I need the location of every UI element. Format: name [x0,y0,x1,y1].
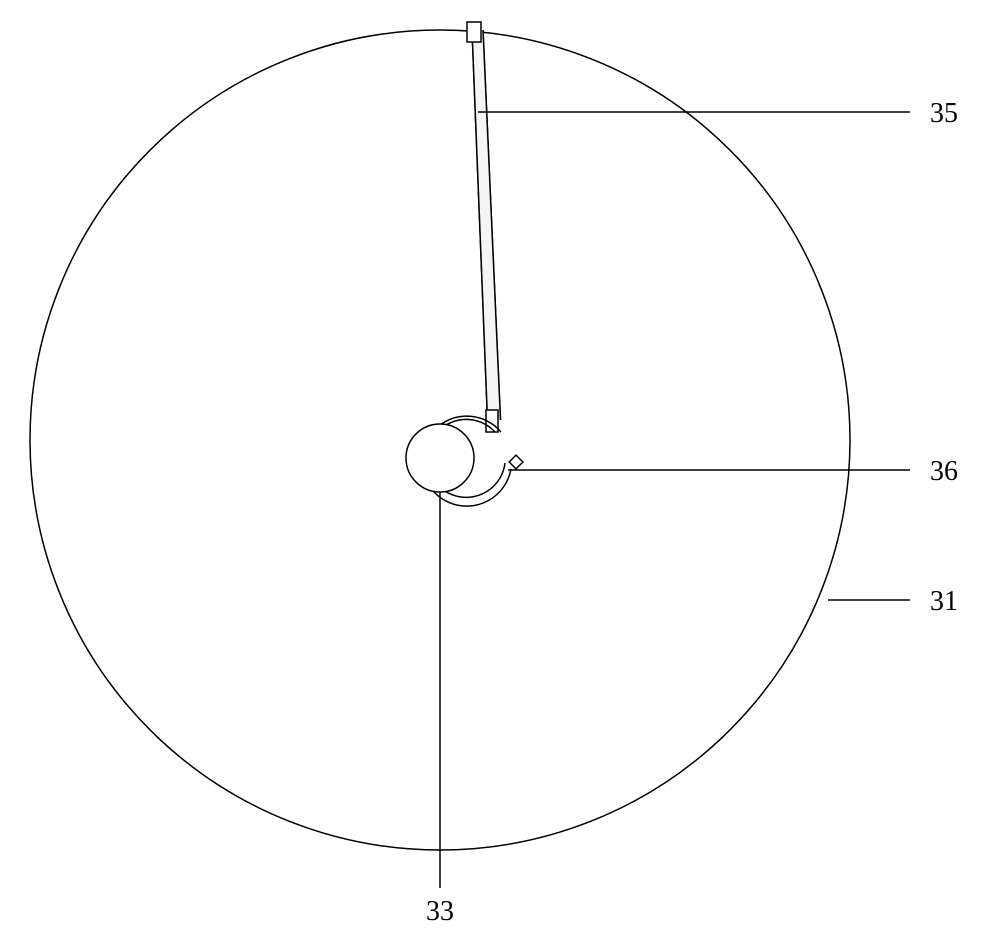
inner-circle [406,424,474,492]
arm-top-cap [467,22,481,42]
label-33: 33 [426,896,454,928]
label-36: 36 [930,456,958,488]
label-35: 35 [930,98,958,130]
hook-tip-icon [509,455,523,469]
label-31: 31 [930,586,958,618]
